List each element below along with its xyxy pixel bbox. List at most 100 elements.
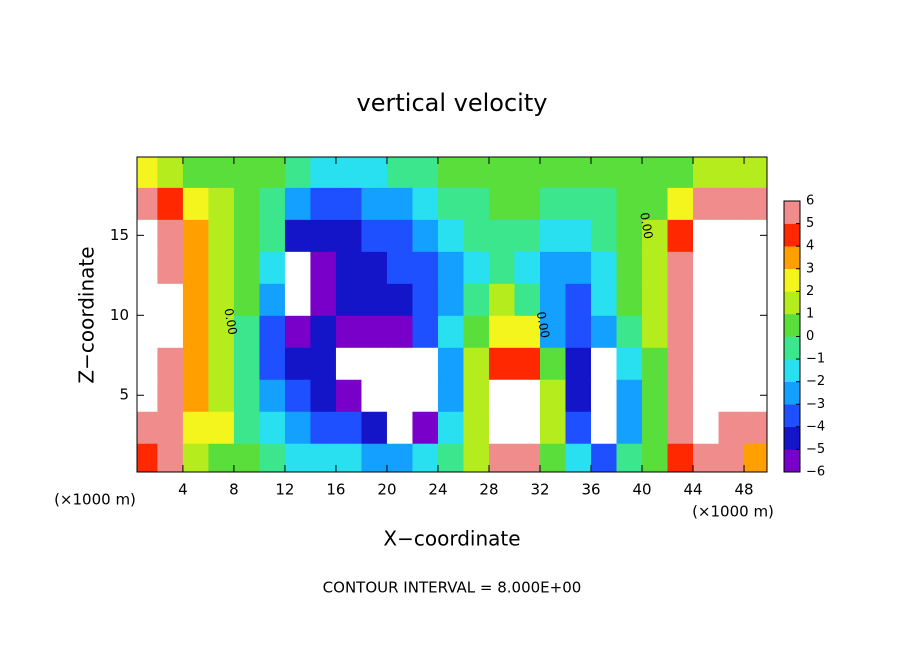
cell xyxy=(539,379,567,412)
cell xyxy=(565,411,592,444)
cell xyxy=(514,251,541,284)
cell xyxy=(642,157,669,188)
cell xyxy=(437,411,464,444)
cell xyxy=(616,347,643,380)
cell xyxy=(335,379,362,412)
cell xyxy=(208,443,235,472)
cell xyxy=(616,157,643,188)
cell xyxy=(335,443,362,472)
cell xyxy=(591,187,618,220)
cell xyxy=(591,315,618,348)
cell xyxy=(718,283,745,316)
colorbar-tick-label: −1 xyxy=(806,352,825,367)
cell xyxy=(539,347,567,380)
cell xyxy=(157,443,184,472)
colorbar-tick-label: 1 xyxy=(806,306,814,321)
cell xyxy=(642,187,669,220)
cell xyxy=(182,315,209,348)
cell xyxy=(437,315,464,348)
cell xyxy=(744,315,767,348)
cell xyxy=(565,443,592,472)
cell xyxy=(137,379,158,412)
cell xyxy=(208,315,235,348)
contour-label: 0.00 xyxy=(637,211,655,240)
x-unit-label: (×1000 m) xyxy=(692,503,774,521)
cell xyxy=(259,443,286,472)
cell xyxy=(591,219,618,252)
cell xyxy=(514,379,541,412)
cell xyxy=(718,315,745,348)
cell xyxy=(386,157,413,188)
cell xyxy=(157,411,184,444)
cell xyxy=(182,219,209,252)
colorbar-tick-label: −3 xyxy=(806,397,825,412)
cell xyxy=(233,157,260,188)
cell xyxy=(137,219,158,252)
cell xyxy=(718,411,745,444)
cell xyxy=(208,379,235,412)
cell xyxy=(259,219,286,252)
cell xyxy=(182,157,209,188)
cell xyxy=(386,187,413,220)
cell xyxy=(437,347,464,380)
cell xyxy=(539,187,567,220)
colorbar-tick-label: −4 xyxy=(806,419,825,434)
cell xyxy=(233,251,260,284)
colorbar-swatch xyxy=(784,223,800,247)
cell xyxy=(284,443,311,472)
x-tick-label: 24 xyxy=(428,481,447,499)
cell xyxy=(591,251,618,284)
cell xyxy=(386,379,413,412)
colorbar-swatch xyxy=(784,291,800,315)
cell xyxy=(412,347,439,380)
cell xyxy=(157,219,184,252)
colorbar-tick-label: 5 xyxy=(806,216,814,231)
cell xyxy=(693,251,720,284)
cell xyxy=(259,411,286,444)
cell xyxy=(514,157,541,188)
cell xyxy=(233,283,260,316)
cell xyxy=(310,315,337,348)
cell xyxy=(310,187,337,220)
cell xyxy=(667,379,694,412)
cell xyxy=(744,347,767,380)
cell xyxy=(437,283,464,316)
cell xyxy=(259,315,286,348)
cell xyxy=(514,411,541,444)
field xyxy=(137,157,767,472)
x-tick-label: 28 xyxy=(479,481,498,499)
x-tick-label: 48 xyxy=(734,481,753,499)
cell xyxy=(182,187,209,220)
cell xyxy=(335,157,362,188)
cell xyxy=(693,347,720,380)
cell xyxy=(335,187,362,220)
cell xyxy=(137,251,158,284)
cell xyxy=(386,347,413,380)
cell xyxy=(233,379,260,412)
cell xyxy=(284,157,311,188)
cell xyxy=(137,157,158,188)
cell xyxy=(310,347,337,380)
cell xyxy=(233,219,260,252)
cell xyxy=(744,379,767,412)
cell xyxy=(667,411,694,444)
cell xyxy=(667,187,694,220)
cell xyxy=(539,411,567,444)
cell xyxy=(642,443,669,472)
cell xyxy=(667,219,694,252)
cell xyxy=(386,219,413,252)
cell xyxy=(744,283,767,316)
cell xyxy=(463,347,490,380)
x-tick-label: 12 xyxy=(275,481,294,499)
cell xyxy=(259,157,286,188)
colorbar-swatch xyxy=(784,336,800,360)
cell xyxy=(412,443,439,472)
colorbar-tick-label: 3 xyxy=(806,261,814,276)
x-tick-label: 36 xyxy=(581,481,600,499)
cell xyxy=(361,219,388,252)
cell xyxy=(437,187,464,220)
cell xyxy=(463,157,490,188)
cell xyxy=(488,251,515,284)
cell xyxy=(744,187,767,220)
cell xyxy=(361,347,388,380)
